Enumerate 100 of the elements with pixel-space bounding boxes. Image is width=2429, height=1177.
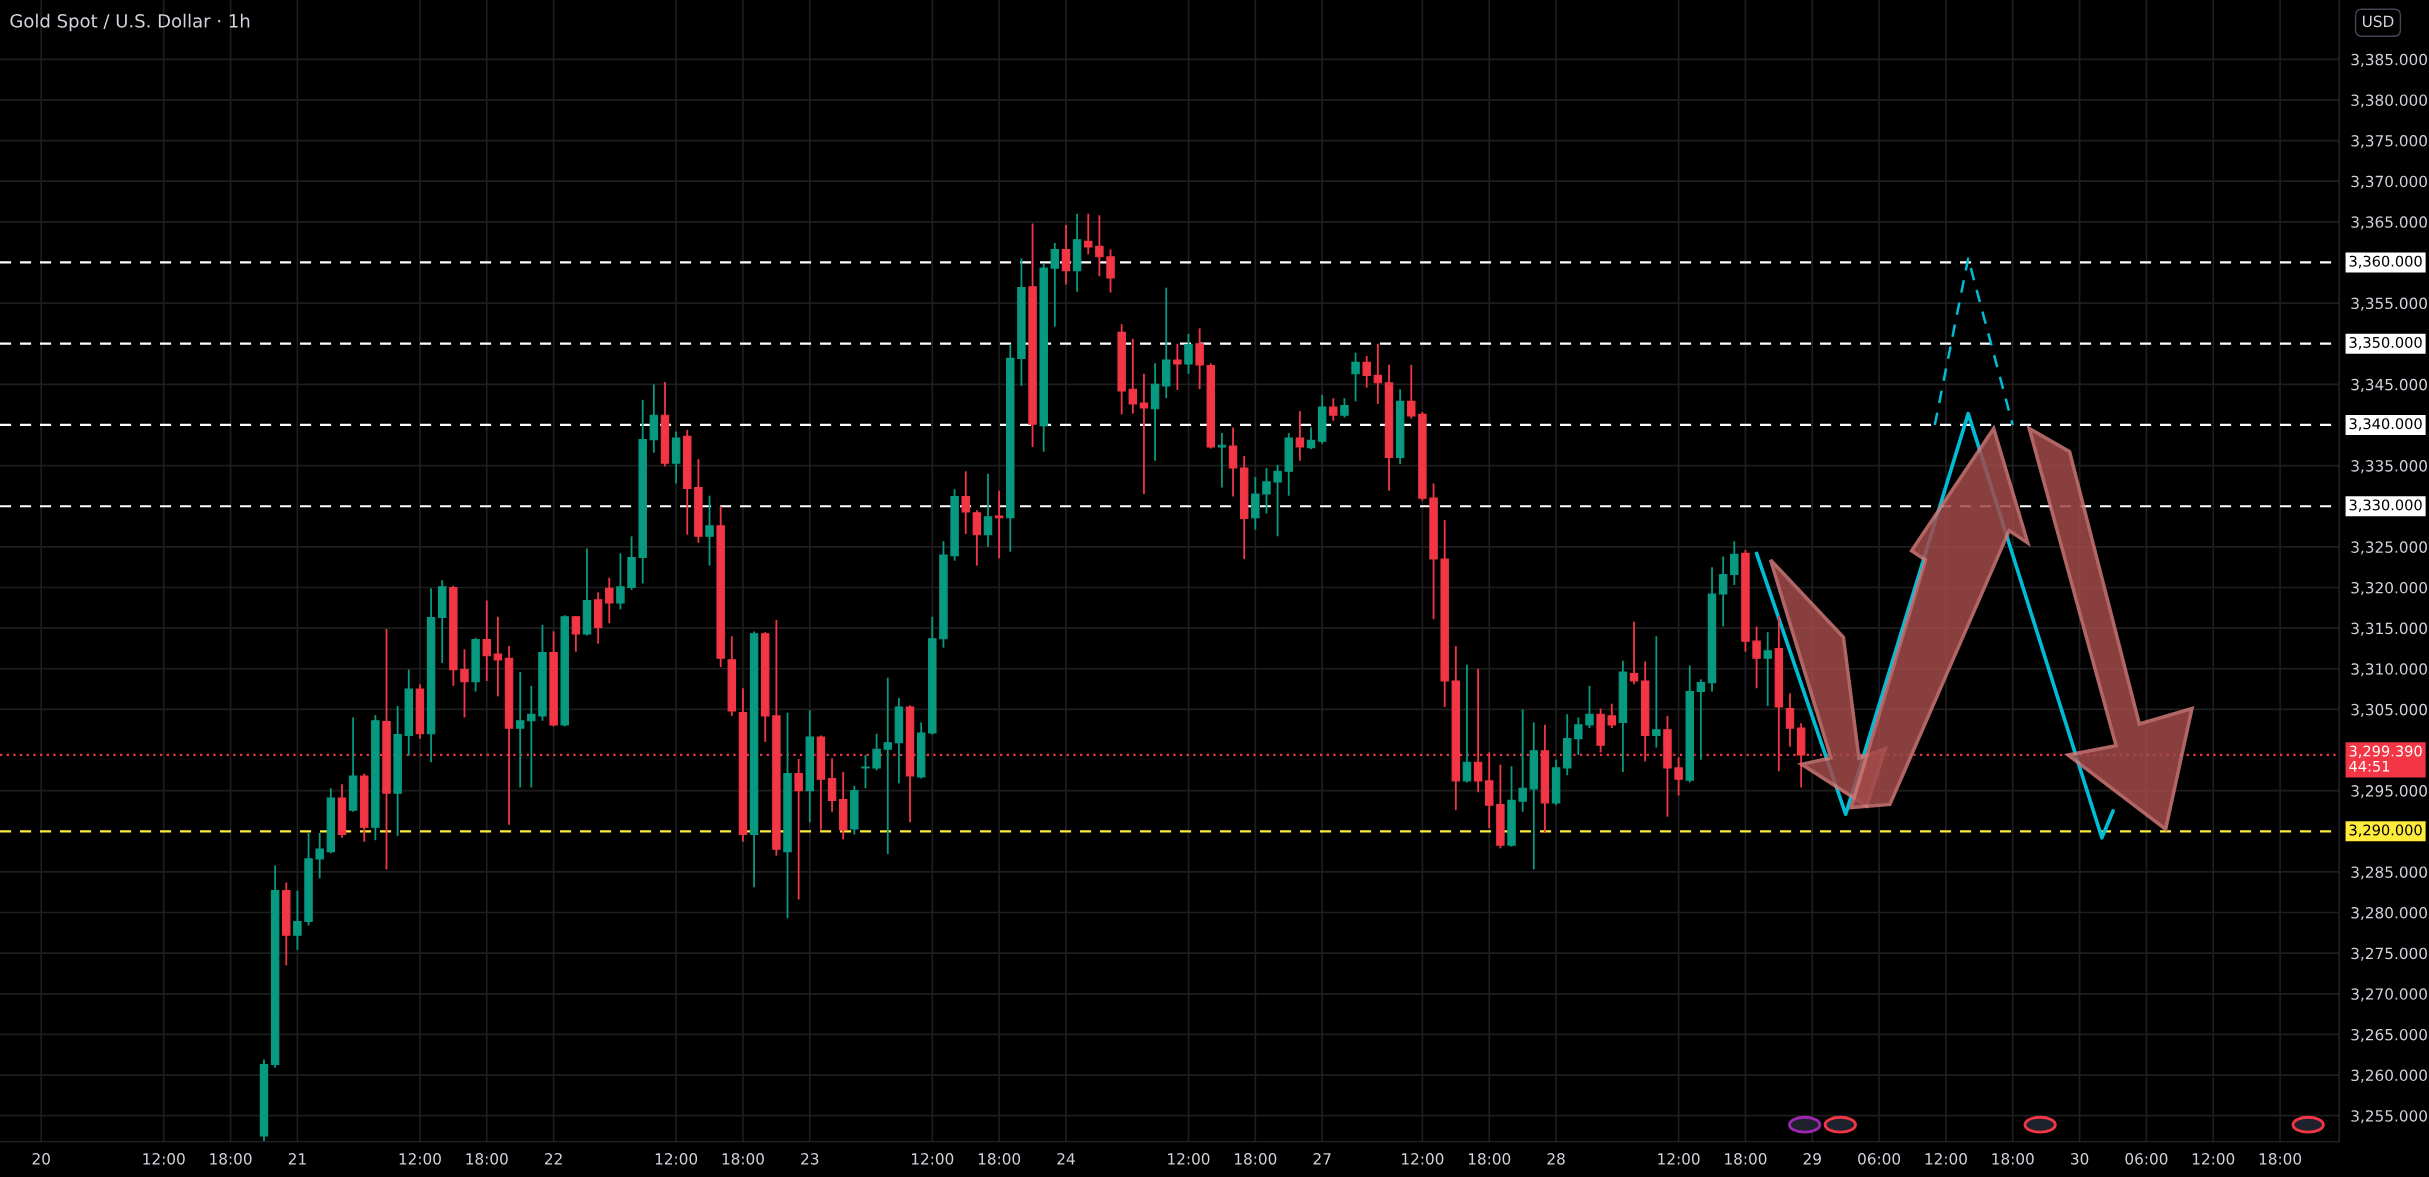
y-tick-label: 3,335.000 (2351, 460, 2427, 474)
candlestick (1674, 756, 1683, 797)
x-tick-label: 18:00 (1468, 1153, 1511, 1165)
candlestick (515, 671, 525, 789)
candlestick (994, 489, 1004, 560)
x-tick-label: 21 (288, 1153, 306, 1165)
candlestick (1752, 625, 1761, 690)
y-tick-label: 3,305.000 (2351, 703, 2427, 717)
candlestick (1295, 410, 1305, 462)
candlestick (315, 832, 324, 880)
y-tick-label: 3,275.000 (2351, 947, 2427, 961)
ref-line-label: 3,350.000 (2349, 336, 2422, 350)
x-tick-label: 28 (1547, 1153, 1565, 1165)
candlestick (1730, 540, 1739, 586)
candlestick (571, 615, 581, 653)
candlestick (961, 470, 970, 535)
ref-line-label: 3,330.000 (2349, 499, 2422, 512)
candlestick (1084, 212, 1093, 256)
x-tick-label: 12:00 (1402, 1153, 1444, 1165)
x-tick-label: 18:00 (1992, 1153, 2034, 1165)
x-tick-label: 18:00 (2259, 1153, 2302, 1165)
x-tick-label: 12:00 (655, 1153, 698, 1165)
candlestick (1095, 214, 1104, 278)
candlestick (1407, 363, 1416, 420)
x-tick-label: 06:00 (1858, 1153, 1901, 1165)
x-tick-label: 18:00 (1235, 1153, 1277, 1165)
candlestick (605, 576, 614, 625)
x-tick-label: 12:00 (399, 1153, 441, 1165)
x-tick-label: 18:00 (722, 1153, 764, 1165)
candlestick (1106, 248, 1115, 294)
ref-line-label: 3,360.000 (2349, 255, 2422, 269)
text: USD (2363, 15, 2394, 28)
candlestick (493, 615, 503, 698)
candlestick (527, 684, 536, 789)
y-tick-label: 3,365.000 (2351, 216, 2427, 230)
y-tick-label: 3,310.000 (2351, 663, 2427, 677)
x-tick-label: 18:00 (466, 1153, 508, 1165)
ref-line-label: 3,290.000 (2349, 824, 2422, 837)
candlestick (1607, 702, 1617, 729)
x-tick-label: 22 (544, 1153, 562, 1165)
x-tick-label: 29 (1803, 1153, 1821, 1165)
x-tick-label: 20 (32, 1153, 50, 1165)
ref-line-label: 3,299.390 44:51 (2349, 745, 2422, 772)
candlestick (1696, 678, 1706, 761)
candlestick (1195, 327, 1204, 391)
candlestick (1217, 432, 1227, 489)
candlestick (460, 648, 469, 719)
x-tick-label: 12:00 (1925, 1153, 1967, 1165)
candlestick (1329, 397, 1338, 422)
candlestick (1128, 337, 1138, 415)
candlestick (1652, 635, 1661, 749)
candlestick (1718, 555, 1728, 628)
candlestick (883, 676, 892, 855)
candlestick (861, 753, 870, 790)
x-tick-label: 12:00 (1658, 1153, 1700, 1165)
candlestick (1061, 224, 1071, 286)
x-tick-label: 12:00 (911, 1153, 954, 1165)
y-tick-label: 3,325.000 (2351, 541, 2427, 555)
x-tick-label: 18:00 (210, 1153, 252, 1165)
x-tick-label: 24 (1057, 1153, 1075, 1165)
x-tick-label: 18:00 (1725, 1153, 1767, 1165)
y-tick-label: 3,345.000 (2351, 378, 2427, 392)
candlestick (1262, 467, 1271, 515)
x-tick-label: 27 (1313, 1153, 1331, 1165)
y-tick-label: 3,285.000 (2351, 866, 2427, 880)
candlestick (872, 732, 881, 772)
y-tick-label: 3,265.000 (2351, 1028, 2427, 1043)
candlestick (983, 472, 993, 548)
y-tick-label: 3,320.000 (2351, 581, 2427, 596)
candlestick (972, 509, 982, 567)
candlestick (1273, 463, 1282, 538)
candlestick (1763, 631, 1772, 708)
y-tick-label: 3,370.000 (2351, 175, 2427, 189)
candlestick (827, 757, 837, 813)
y-tick-label: 3,295.000 (2351, 785, 2427, 799)
candlestick (1173, 342, 1182, 391)
y-tick-label: 3,280.000 (2351, 907, 2427, 921)
candlestick (794, 758, 803, 901)
x-tick-label: 23 (801, 1153, 819, 1165)
y-tick-label: 3,355.000 (2351, 297, 2427, 311)
candlestick (1340, 397, 1349, 419)
candlestick (705, 494, 714, 567)
x-tick-label: 12:00 (1168, 1153, 1210, 1165)
candlestick (1629, 620, 1639, 686)
candlestick (1362, 355, 1371, 389)
candlestick (1306, 426, 1316, 451)
x-tick-label: 18:00 (978, 1153, 1021, 1165)
x-tick-label: 12:00 (2192, 1153, 2235, 1165)
y-tick-label: 3,375.000 (2351, 135, 2427, 149)
candlestick (1785, 692, 1795, 748)
x-tick-label: 30 (2071, 1153, 2089, 1165)
candlestick (1462, 663, 1472, 784)
candlestick (293, 889, 302, 951)
ref-line-label: 3,340.000 (2349, 418, 2422, 431)
candlestick (1518, 708, 1527, 813)
candlestick (1351, 351, 1360, 403)
candlestick (482, 599, 491, 682)
candlestick (1585, 684, 1594, 729)
y-tick-label: 3,315.000 (2351, 622, 2427, 636)
text: Gold Spot / U.S. Dollar · 1h (10, 13, 250, 32)
